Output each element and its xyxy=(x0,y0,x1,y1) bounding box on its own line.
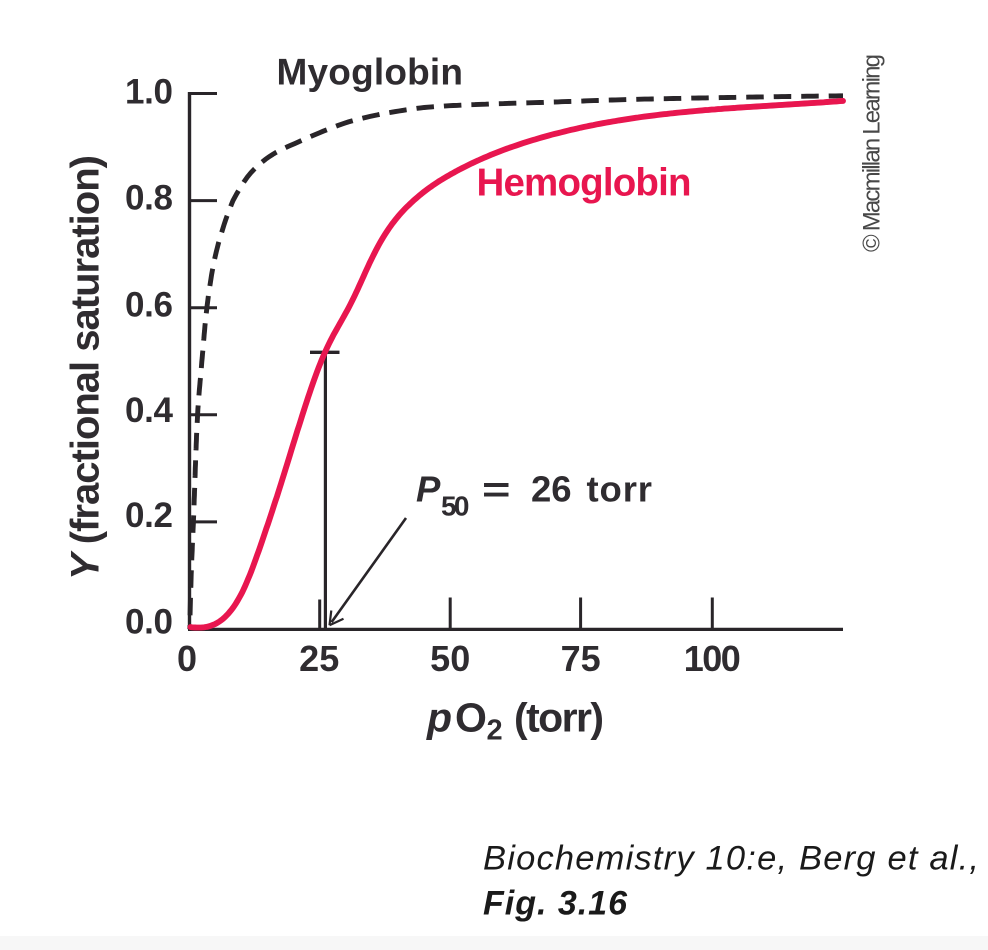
svg-text:25: 25 xyxy=(299,638,339,679)
svg-text:0.2: 0.2 xyxy=(125,496,173,535)
svg-text:p: p xyxy=(426,695,452,741)
svg-text:0.8: 0.8 xyxy=(125,179,173,218)
svg-text:50: 50 xyxy=(441,490,470,521)
svg-text:© Macmillan Learning: © Macmillan Learning xyxy=(859,54,886,252)
svg-text:=: = xyxy=(482,469,511,510)
svg-text:2: 2 xyxy=(487,715,503,747)
svg-text:Y (fractional saturation): Y (fractional saturation) xyxy=(64,155,108,580)
svg-text:O: O xyxy=(455,695,487,741)
svg-text:26: 26 xyxy=(531,469,572,510)
svg-text:Biochemistry 10:e, Berg et al.: Biochemistry 10:e, Berg et al., xyxy=(483,840,979,878)
svg-text:0.0: 0.0 xyxy=(125,602,173,641)
svg-text:Myoglobin: Myoglobin xyxy=(277,52,464,93)
svg-text:100: 100 xyxy=(684,638,741,679)
svg-text:0: 0 xyxy=(177,638,197,679)
svg-text:0.4: 0.4 xyxy=(125,391,174,430)
svg-text:0.6: 0.6 xyxy=(125,285,173,324)
svg-text:(torr): (torr) xyxy=(514,695,604,741)
svg-text:Fig. 3.16: Fig. 3.16 xyxy=(483,885,628,923)
svg-text:Hemoglobin: Hemoglobin xyxy=(477,162,692,205)
svg-text:torr: torr xyxy=(587,469,653,510)
svg-text:1.0: 1.0 xyxy=(125,72,173,111)
svg-text:50: 50 xyxy=(430,638,470,679)
svg-text:75: 75 xyxy=(561,638,601,679)
svg-text:P: P xyxy=(416,469,441,510)
